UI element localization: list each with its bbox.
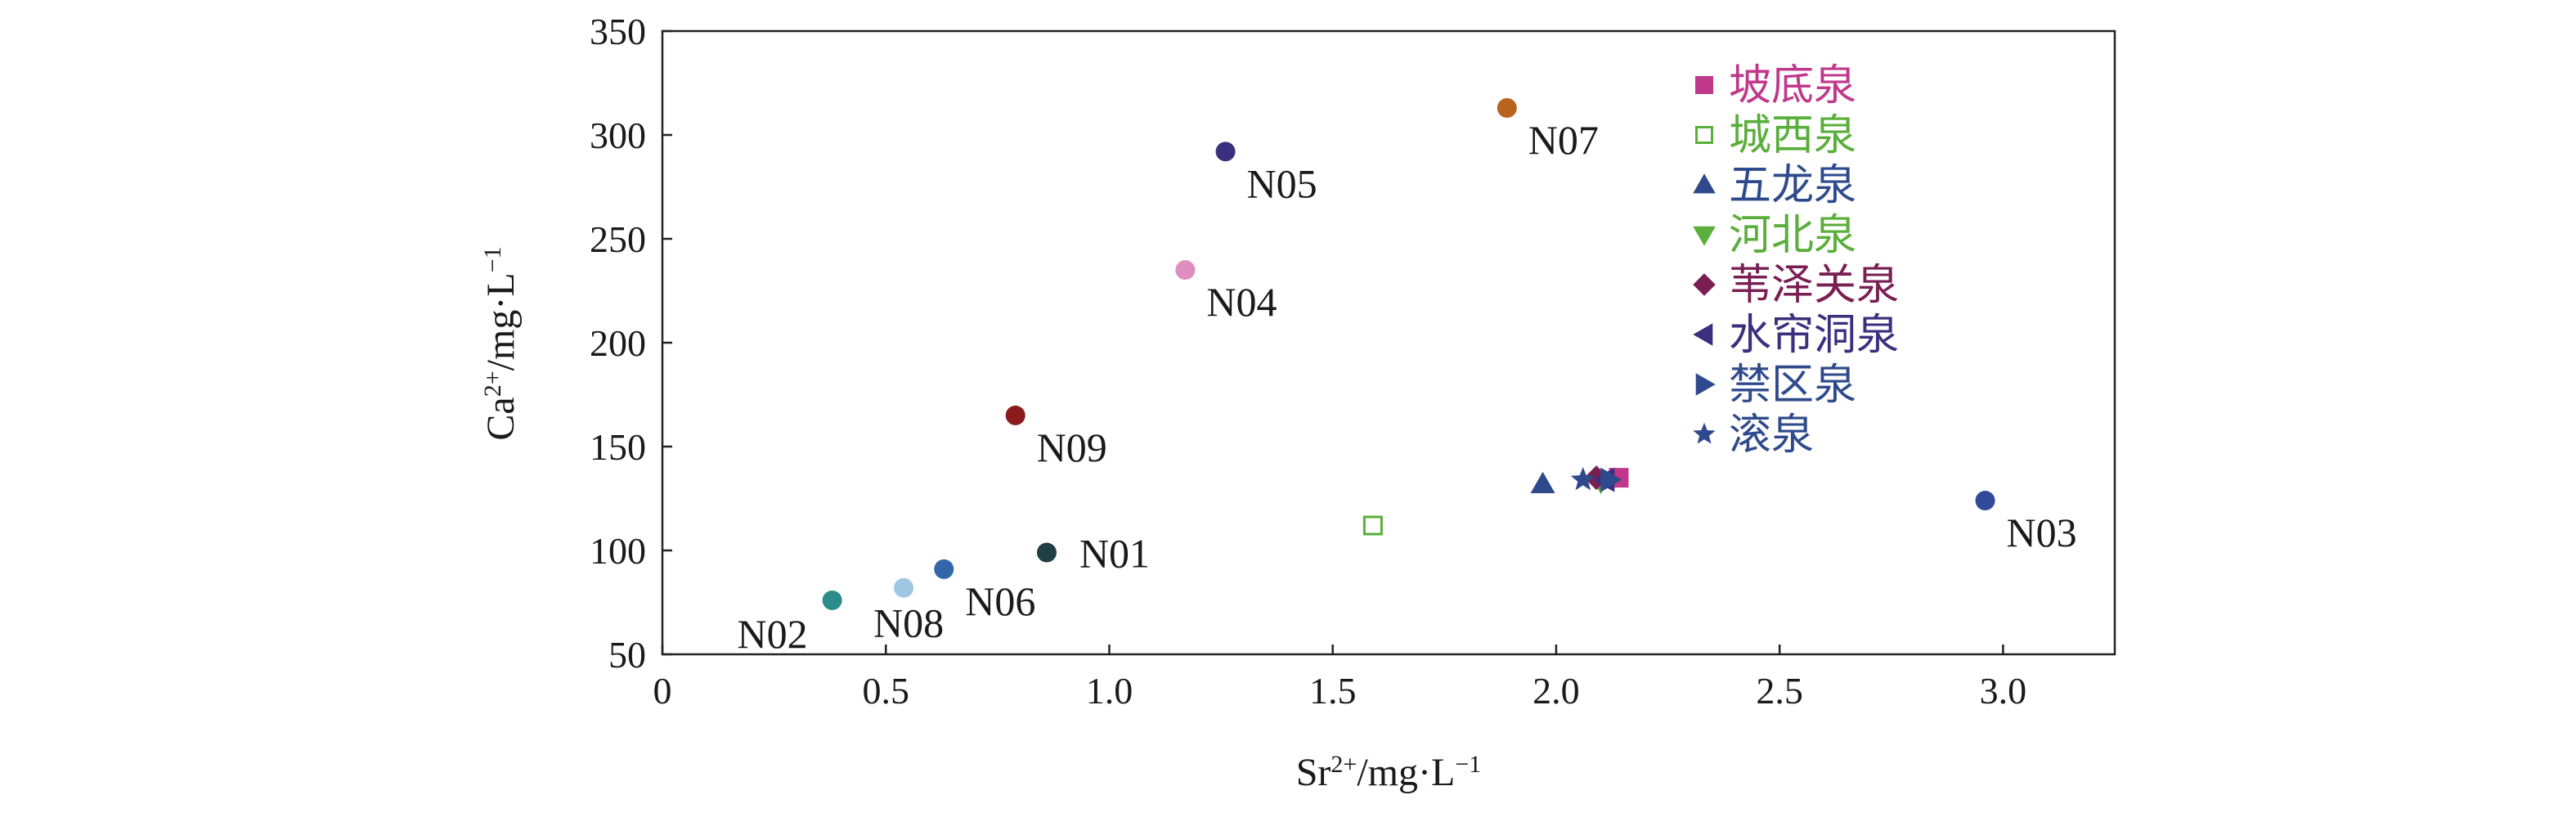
y-tick-label: 350: [590, 11, 646, 52]
y-axis-title-unit: /mg·L: [479, 272, 523, 371]
point-label-n08: N08: [873, 600, 944, 646]
x-axis-ticks: 0 0.5 1.0 1.5 2.0 2.5 3.0: [653, 645, 2027, 712]
x-tick-label: 0.5: [862, 670, 909, 712]
point-label-n09: N09: [1037, 424, 1107, 470]
x-tick-label: 1.0: [1086, 670, 1133, 712]
x-axis-title-main: Sr: [1296, 751, 1331, 794]
point-label-n07: N07: [1528, 117, 1599, 163]
sample-point-n08: [894, 577, 914, 598]
legend-marker-6: [1693, 323, 1713, 346]
x-tick-label: 3.0: [1980, 670, 2027, 712]
x-tick-label: 2.5: [1756, 670, 1803, 712]
y-axis-title-sup: 2+: [479, 371, 506, 397]
point-label-n04: N04: [1206, 279, 1277, 325]
legend-marker-8: [1693, 422, 1716, 444]
x-axis-title-sup: 2+: [1331, 751, 1357, 778]
legend-label-7: 禁区泉: [1729, 361, 1856, 410]
y-tick-label: 150: [590, 426, 646, 468]
x-tick-label: 2.0: [1533, 670, 1580, 712]
legend-label-3: 五龙泉: [1729, 161, 1856, 210]
legend-label-6: 水帘洞泉: [1729, 311, 1899, 360]
x-axis-title-unit-sup: −1: [1455, 751, 1481, 778]
legend-marker-2: [1695, 126, 1713, 144]
point-label-n02: N02: [738, 611, 808, 657]
y-tick-label: 100: [590, 530, 646, 572]
legend-marker-3: [1693, 173, 1716, 194]
point-label-n01: N01: [1079, 531, 1150, 577]
legend-label-2: 城西泉: [1729, 111, 1856, 160]
legend-marker-7: [1695, 373, 1716, 396]
sample-point-n01: [1036, 542, 1057, 563]
y-tick-label: 250: [590, 218, 646, 260]
y-tick-label: 200: [590, 322, 646, 364]
point-label-n05: N05: [1247, 160, 1317, 206]
sample-point-n06: [934, 559, 954, 579]
series-point-2: [1362, 515, 1383, 536]
y-axis-title: Ca2+/mg·L−1: [479, 246, 523, 440]
series-point-3: [1530, 471, 1555, 493]
y-axis-title-unit-sup: −1: [479, 246, 506, 272]
legend-label-8: 滚泉: [1729, 411, 1814, 460]
y-tick-label: 300: [590, 115, 646, 156]
y-axis-title-main: Ca: [479, 397, 523, 440]
legend-label-5: 苇泽关泉: [1729, 261, 1899, 310]
y-tick-label: 50: [608, 634, 646, 676]
sample-point-n03: [1975, 491, 1995, 511]
sample-point-n04: [1175, 260, 1196, 281]
x-axis-title: Sr2+/mg·L−1: [1296, 751, 1482, 795]
sample-point-n02: [822, 590, 842, 610]
data-points: N01 N02 N03 N04 N05 N06 N07 N08 N09: [738, 97, 2077, 657]
x-tick-label: 0: [653, 670, 672, 712]
x-axis-title-unit: /mg·L: [1357, 751, 1455, 794]
sample-point-n07: [1497, 97, 1517, 118]
sample-point-n09: [1005, 405, 1025, 425]
legend-label-1: 坡底泉: [1729, 61, 1856, 110]
sample-point-n05: [1215, 141, 1236, 162]
point-label-n03: N03: [2007, 510, 2077, 555]
series-point-7: [1600, 467, 1622, 492]
point-label-n06: N06: [965, 578, 1035, 624]
x-tick-label: 1.5: [1309, 670, 1357, 712]
legend-label-4: 河北泉: [1729, 211, 1856, 260]
legend-marker-4: [1693, 226, 1716, 246]
legend-marker-1: [1695, 76, 1713, 94]
y-axis-ticks: 50 100 150 200 250 300 350: [590, 11, 672, 676]
series-point-8: [1570, 466, 1595, 491]
legend-marker-5: [1693, 273, 1716, 296]
